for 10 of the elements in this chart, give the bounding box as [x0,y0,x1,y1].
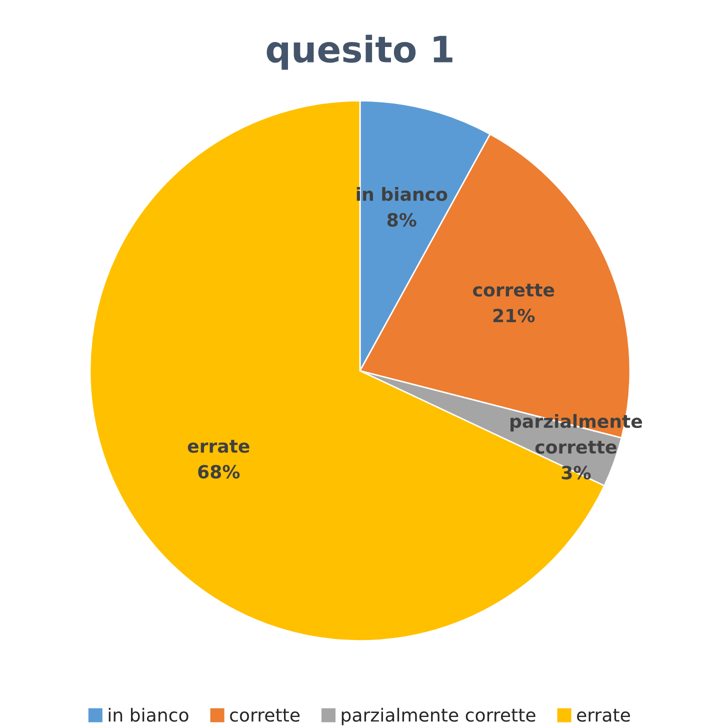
data-label: 8% [387,213,416,227]
legend-label: in bianco [108,708,188,722]
chart-title: quesito 1 [266,34,452,70]
legend-label: corrette [230,708,300,722]
legend-label: errate [577,708,630,722]
data-label: 21% [493,308,535,322]
slice-label: corrette [473,284,554,297]
legend-label: parzialmente corrette [342,708,536,726]
data-label: 68% [198,464,240,479]
slice-label: errate [188,440,250,453]
